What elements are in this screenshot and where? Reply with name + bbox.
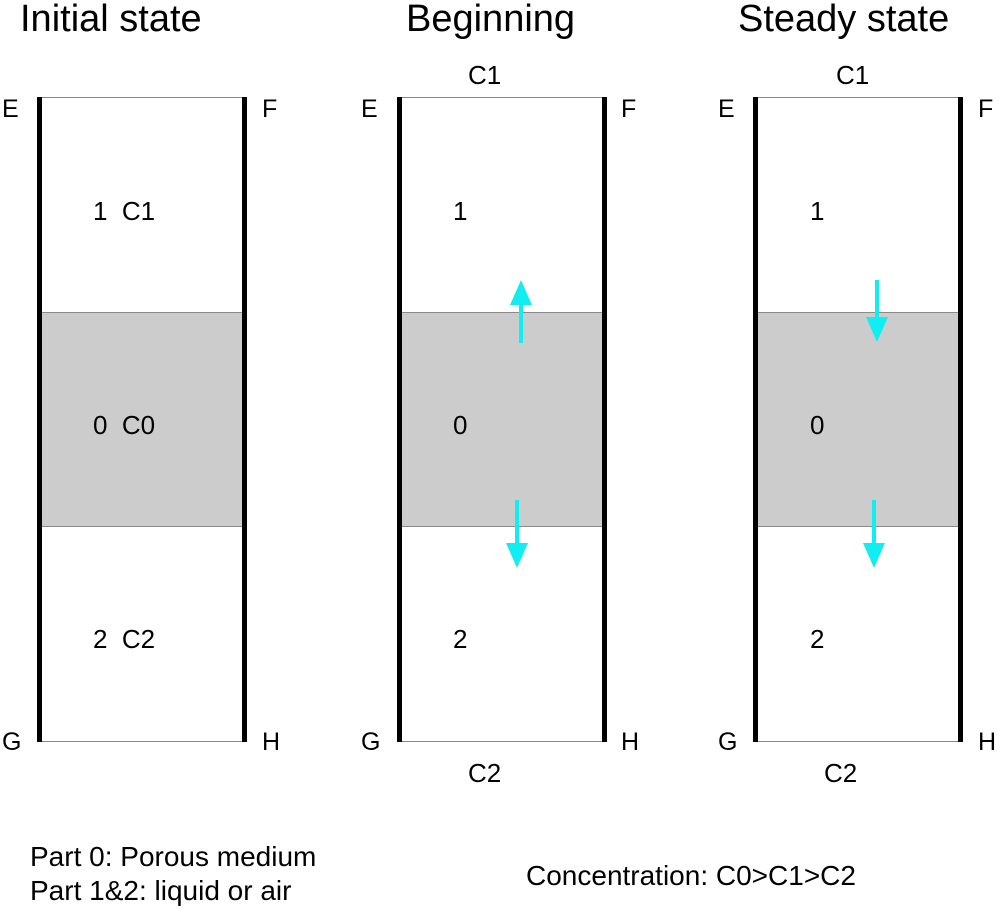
arrow-up-icon: [510, 280, 532, 343]
panel-title-steady-state: Steady state: [738, 0, 950, 40]
porous-medium-region: [757, 312, 959, 527]
corner-h-steady: H: [978, 728, 997, 756]
corner-e-initial: E: [2, 95, 19, 123]
arrow-down-icon: [863, 500, 885, 568]
column-bottom-boundary: [397, 741, 607, 742]
part1-label-initial: 1 C1: [93, 196, 156, 226]
beginning-bottom-concentration: C2: [468, 758, 502, 788]
column-top-boundary: [753, 97, 963, 98]
arrow-down-icon: [506, 500, 528, 568]
part2-label-beginning: 2: [453, 624, 468, 654]
column-right-wall: [958, 97, 963, 742]
arrow-down-icon: [866, 280, 888, 342]
part1-label-steady: 1: [810, 196, 825, 226]
corner-e-steady: E: [718, 95, 735, 123]
corner-e-beginning: E: [361, 95, 378, 123]
column-left-wall: [37, 97, 42, 742]
column-steady-state: [753, 97, 963, 742]
column-top-boundary: [397, 97, 607, 98]
steady-bottom-concentration: C2: [824, 758, 858, 788]
part0-label-steady: 0: [810, 410, 825, 440]
corner-g-initial: G: [2, 728, 22, 756]
column-beginning: [397, 97, 607, 742]
part2-label-initial: 2 C2: [93, 624, 156, 654]
beginning-top-concentration: C1: [468, 60, 502, 90]
legend-part12: Part 1&2: liquid or air: [30, 875, 292, 906]
legend-concentration: Concentration: C0>C1>C2: [526, 860, 856, 891]
column-bottom-boundary: [753, 741, 963, 742]
steady-top-concentration: C1: [836, 60, 870, 90]
legend-part0: Part 0: Porous medium: [30, 841, 317, 872]
part2-label-steady: 2: [810, 624, 825, 654]
column-right-wall: [242, 97, 247, 742]
column-top-boundary: [37, 97, 247, 98]
panel-title-beginning: Beginning: [406, 0, 576, 40]
corner-f-beginning: F: [621, 95, 637, 123]
part1-label-beginning: 1: [453, 196, 468, 226]
column-left-wall: [397, 97, 402, 742]
porous-medium-region: [401, 312, 603, 527]
column-bottom-boundary: [37, 741, 247, 742]
panel-title-initial-state: Initial state: [20, 0, 202, 40]
porous-medium-region: [41, 312, 243, 527]
part0-label-initial: 0 C0: [93, 410, 156, 440]
corner-f-initial: F: [262, 95, 278, 123]
corner-g-beginning: G: [361, 728, 381, 756]
part0-label-beginning: 0: [453, 410, 468, 440]
column-right-wall: [602, 97, 607, 742]
column-left-wall: [753, 97, 758, 742]
corner-f-steady: F: [978, 95, 994, 123]
corner-h-initial: H: [262, 728, 281, 756]
corner-h-beginning: H: [621, 728, 640, 756]
corner-g-steady: G: [718, 728, 738, 756]
column-initial-state: [37, 97, 247, 742]
